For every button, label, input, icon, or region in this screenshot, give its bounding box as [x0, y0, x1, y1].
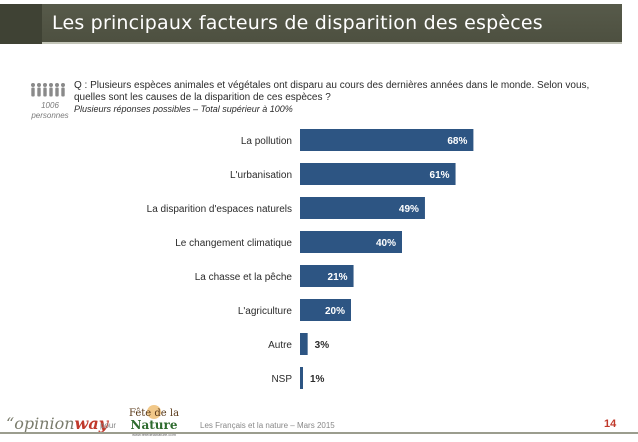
- value-label: 20%: [325, 306, 345, 317]
- value-label: 61%: [430, 170, 450, 181]
- brand-suffix: way: [74, 414, 108, 433]
- sample-count-unit: personnes: [31, 111, 69, 120]
- bar: [300, 367, 303, 389]
- bar: [300, 333, 308, 355]
- page-title: Les principaux facteurs de disparition d…: [52, 12, 543, 34]
- category-label: La chasse et la pêche: [195, 272, 293, 283]
- people-icon: [31, 83, 65, 97]
- value-label: 21%: [328, 272, 348, 283]
- sample-count-number: 1006: [41, 101, 59, 110]
- logo-line2: Nature: [131, 418, 178, 432]
- logo-url: www.fetedelanature.com: [132, 432, 176, 437]
- value-label: 1%: [310, 374, 325, 385]
- category-label: Le changement climatique: [175, 238, 292, 249]
- bar: [300, 197, 425, 219]
- logo-line1: Fête de la: [129, 408, 179, 419]
- question-text: Q : Plusieurs espèces animales et végéta…: [74, 80, 590, 103]
- bar: [300, 299, 351, 321]
- bar: [300, 265, 354, 287]
- category-label: NSP: [271, 374, 292, 385]
- value-label: 68%: [447, 136, 467, 147]
- category-label: L'agriculture: [238, 306, 293, 317]
- title-accent: [0, 4, 42, 44]
- value-label: 3%: [315, 340, 330, 351]
- bar: [300, 129, 474, 151]
- sample-count: 1006 personnes: [24, 101, 76, 121]
- category-label: L'urbanisation: [230, 170, 292, 181]
- footer-line: [0, 432, 638, 434]
- category-label: La pollution: [241, 136, 292, 147]
- fete-de-la-nature-logo: Fête de la Nature www.fetedelanature.com: [129, 405, 179, 437]
- category-label: Autre: [268, 340, 292, 351]
- value-label: 40%: [376, 238, 396, 249]
- value-label: 49%: [399, 204, 419, 215]
- title-bar: [0, 4, 622, 44]
- question-note: Plusieurs réponses possibles – Total sup…: [74, 104, 293, 114]
- footer-text: Les Français et la nature – Mars 2015: [200, 421, 335, 430]
- pour-label: pour: [100, 421, 117, 430]
- bar-chart: La pollution 68% L'urbanisation 61% La dispa…: [147, 129, 474, 389]
- bar: [300, 163, 456, 185]
- category-label: La disparition d'espaces naturels: [147, 204, 292, 215]
- brand-prefix: opinion: [14, 414, 75, 433]
- page-number: 14: [604, 418, 617, 430]
- opinionway-logo: “opinionway: [6, 414, 108, 433]
- bar: [300, 231, 402, 253]
